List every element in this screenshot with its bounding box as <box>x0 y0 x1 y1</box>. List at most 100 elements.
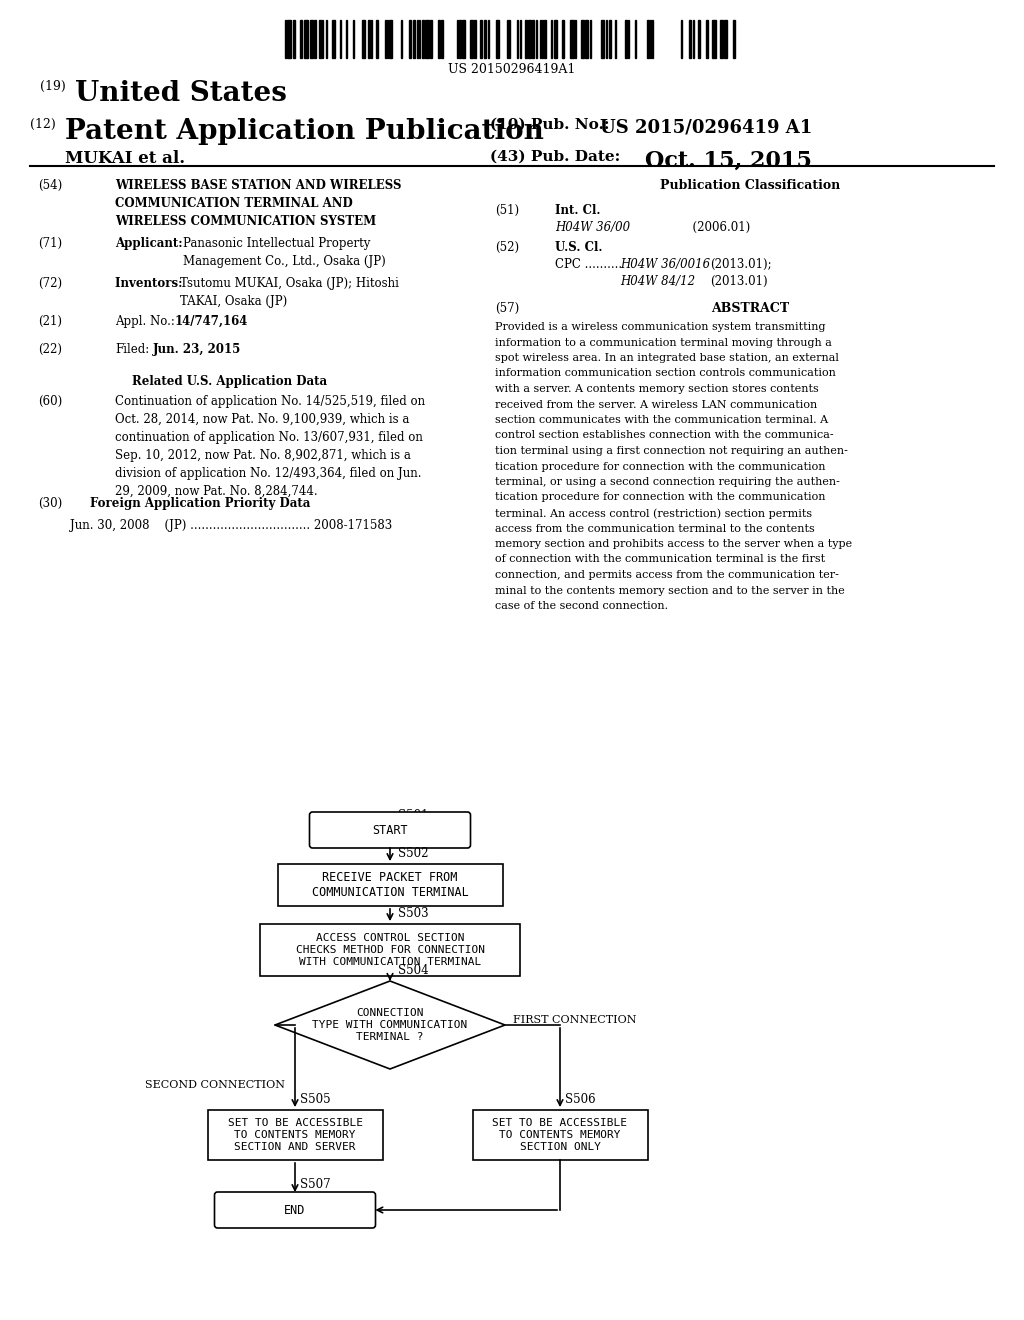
Bar <box>689 20 691 58</box>
Text: MUKAI et al.: MUKAI et al. <box>65 150 185 168</box>
Text: S501: S501 <box>398 809 428 822</box>
Text: Patent Application Publication: Patent Application Publication <box>65 117 544 145</box>
Text: (51): (51) <box>495 205 519 216</box>
Bar <box>706 20 708 58</box>
Text: section communicates with the communication terminal. A: section communicates with the communicat… <box>495 414 828 425</box>
FancyBboxPatch shape <box>214 1192 376 1228</box>
Bar <box>441 20 443 58</box>
Bar <box>562 20 564 58</box>
Text: (57): (57) <box>495 302 519 315</box>
Text: H04W 36/0016: H04W 36/0016 <box>620 257 710 271</box>
Text: tication procedure for connection with the communication: tication procedure for connection with t… <box>495 492 825 503</box>
Bar <box>532 20 534 58</box>
Text: information to a communication terminal moving through a: information to a communication terminal … <box>495 338 831 347</box>
Text: START: START <box>372 824 408 837</box>
Text: H04W 84/12: H04W 84/12 <box>620 275 695 288</box>
Polygon shape <box>275 981 505 1069</box>
Text: (2013.01);: (2013.01); <box>710 257 772 271</box>
Text: tion terminal using a first connection not requiring an authen-: tion terminal using a first connection n… <box>495 446 848 455</box>
Bar <box>287 20 291 58</box>
Bar <box>528 20 531 58</box>
Bar <box>647 20 649 58</box>
Text: (52): (52) <box>495 242 519 253</box>
Text: (22): (22) <box>38 343 62 356</box>
Bar <box>698 20 700 58</box>
Text: CONNECTION
TYPE WITH COMMUNICATION
TERMINAL ?: CONNECTION TYPE WITH COMMUNICATION TERMI… <box>312 1008 468 1041</box>
Text: information communication section controls communication: information communication section contro… <box>495 368 836 379</box>
Bar <box>496 20 499 58</box>
Bar <box>425 20 429 58</box>
Text: Inventors:: Inventors: <box>115 277 186 290</box>
Bar <box>474 20 476 58</box>
Text: S507: S507 <box>300 1177 331 1191</box>
Bar <box>300 20 302 58</box>
Bar <box>462 20 465 58</box>
Bar <box>724 20 727 58</box>
Text: Appl. No.:: Appl. No.: <box>115 315 178 327</box>
Text: spot wireless area. In an integrated base station, an external: spot wireless area. In an integrated bas… <box>495 352 839 363</box>
Text: (2013.01): (2013.01) <box>710 275 768 288</box>
Text: Continuation of application No. 14/525,519, filed on
Oct. 28, 2014, now Pat. No.: Continuation of application No. 14/525,5… <box>115 395 425 498</box>
Text: RECEIVE PACKET FROM
COMMUNICATION TERMINAL: RECEIVE PACKET FROM COMMUNICATION TERMIN… <box>311 871 468 899</box>
Bar <box>293 20 295 58</box>
Bar <box>413 20 415 58</box>
Text: (12): (12) <box>30 117 55 131</box>
Text: Foreign Application Priority Data: Foreign Application Priority Data <box>90 498 310 510</box>
Text: Panasonic Intellectual Property
Management Co., Ltd., Osaka (JP): Panasonic Intellectual Property Manageme… <box>183 238 386 268</box>
Text: minal to the contents memory section and to the server in the: minal to the contents memory section and… <box>495 586 845 595</box>
Text: (10) Pub. No.:: (10) Pub. No.: <box>490 117 609 132</box>
Text: ACCESS CONTROL SECTION
CHECKS METHOD FOR CONNECTION
WITH COMMUNICATION TERMINAL: ACCESS CONTROL SECTION CHECKS METHOD FOR… <box>296 933 484 966</box>
Text: S505: S505 <box>300 1093 331 1106</box>
Bar <box>332 20 335 58</box>
Text: access from the communication terminal to the contents: access from the communication terminal t… <box>495 524 815 533</box>
Text: Publication Classification: Publication Classification <box>659 180 840 191</box>
Bar <box>304 20 308 58</box>
Text: Related U.S. Application Data: Related U.S. Application Data <box>132 375 328 388</box>
Bar <box>733 20 735 58</box>
Bar <box>278 865 503 906</box>
Text: H04W 36/00: H04W 36/00 <box>555 220 630 234</box>
Text: S504: S504 <box>398 964 429 977</box>
Bar <box>310 20 313 58</box>
Text: S503: S503 <box>398 907 429 920</box>
Text: Applicant:: Applicant: <box>115 238 186 249</box>
Bar <box>712 20 716 58</box>
Bar <box>525 20 527 58</box>
Bar <box>720 20 723 58</box>
Text: Filed:: Filed: <box>115 343 150 356</box>
Text: tication procedure for connection with the communication: tication procedure for connection with t… <box>495 462 825 471</box>
Bar <box>438 20 440 58</box>
Text: terminal. An access control (restriction) section permits: terminal. An access control (restriction… <box>495 508 812 519</box>
Bar <box>376 20 378 58</box>
Text: with a server. A contents memory section stores contents: with a server. A contents memory section… <box>495 384 819 393</box>
Bar <box>362 20 365 58</box>
Text: END: END <box>285 1204 306 1217</box>
FancyBboxPatch shape <box>309 812 470 847</box>
Bar <box>430 20 432 58</box>
Text: United States: United States <box>75 81 287 107</box>
Text: S506: S506 <box>565 1093 596 1106</box>
Bar <box>470 20 473 58</box>
Bar <box>625 20 627 58</box>
Text: SECOND CONNECTION: SECOND CONNECTION <box>145 1080 285 1090</box>
Text: (2006.01): (2006.01) <box>655 220 751 234</box>
Text: (54): (54) <box>38 180 62 191</box>
Text: U.S. Cl.: U.S. Cl. <box>555 242 602 253</box>
Bar <box>422 20 424 58</box>
Bar <box>319 20 321 58</box>
Text: ABSTRACT: ABSTRACT <box>711 302 790 315</box>
Text: (71): (71) <box>38 238 62 249</box>
Text: control section establishes connection with the communica-: control section establishes connection w… <box>495 430 834 441</box>
Text: (72): (72) <box>38 277 62 290</box>
Text: SET TO BE ACCESSIBLE
TO CONTENTS MEMORY
SECTION ONLY: SET TO BE ACCESSIBLE TO CONTENTS MEMORY … <box>493 1118 628 1151</box>
Bar <box>409 20 411 58</box>
Text: (43) Pub. Date:: (43) Pub. Date: <box>490 150 621 164</box>
Text: 14/747,164: 14/747,164 <box>175 315 249 327</box>
Text: Tsutomu MUKAI, Osaka (JP); Hitoshi
TAKAI, Osaka (JP): Tsutomu MUKAI, Osaka (JP); Hitoshi TAKAI… <box>180 277 399 308</box>
Bar <box>260 924 520 975</box>
Bar <box>368 20 370 58</box>
Text: FIRST CONNECTION: FIRST CONNECTION <box>513 1015 637 1026</box>
Bar <box>544 20 546 58</box>
Text: US 2015/0296419 A1: US 2015/0296419 A1 <box>600 117 812 136</box>
Bar <box>609 20 611 58</box>
